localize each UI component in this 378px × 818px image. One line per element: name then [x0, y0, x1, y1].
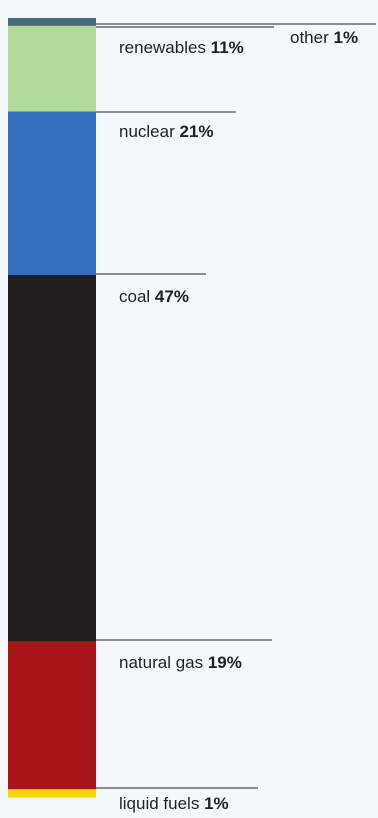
label-value-liquid-fuels: 1% — [204, 794, 229, 813]
label-value-other: 1% — [333, 28, 358, 47]
bar-segment-nuclear — [8, 111, 96, 276]
bar-segment-liquid-fuels — [8, 789, 96, 798]
label-liquid-fuels: liquid fuels 1% — [119, 794, 229, 813]
label-value-nuclear: 21% — [179, 122, 213, 141]
bar-segment-natural-gas — [8, 641, 96, 790]
label-nuclear: nuclear 21% — [119, 122, 214, 141]
bar-segment-coal — [8, 275, 96, 642]
label-value-coal: 47% — [155, 287, 189, 306]
bar-segment-other — [8, 18, 96, 27]
label-name-nuclear: nuclear — [119, 122, 179, 141]
label-name-liquid-fuels: liquid fuels — [119, 794, 204, 813]
label-name-other: other — [290, 28, 333, 47]
segment-labels: other 1% renewables 11% nuclear 21% coal 47… — [119, 28, 358, 813]
label-other: other 1% — [290, 28, 358, 47]
label-natural-gas: natural gas 19% — [119, 653, 242, 672]
stacked-bar — [8, 18, 96, 798]
label-name-renewables: renewables — [119, 38, 211, 57]
bar-segment-renewables — [8, 25, 96, 112]
label-coal: coal 47% — [119, 287, 189, 306]
label-leader-lines — [96, 23, 376, 789]
label-value-natural-gas: 19% — [208, 653, 242, 672]
label-renewables: renewables 11% — [119, 38, 244, 57]
label-name-coal: coal — [119, 287, 155, 306]
label-name-natural-gas: natural gas — [119, 653, 208, 672]
label-value-renewables: 11% — [211, 38, 244, 57]
